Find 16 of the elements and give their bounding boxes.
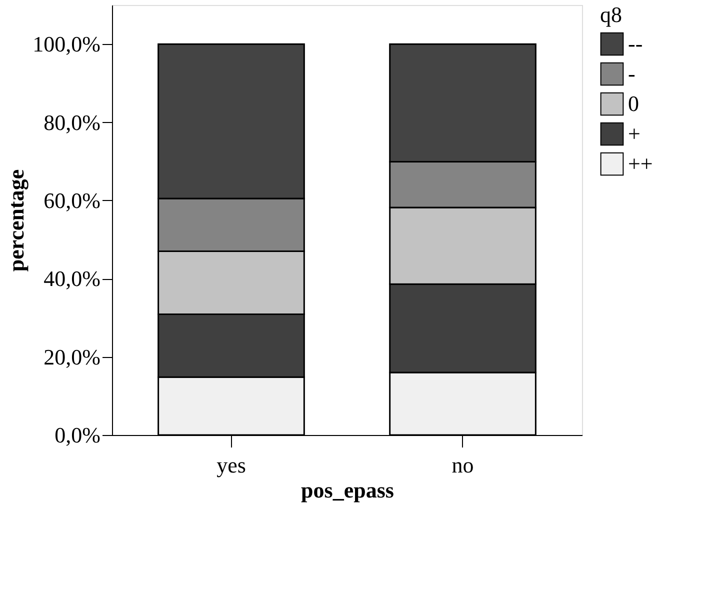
legend-label: ++ [628,151,653,176]
y-tick-label: 20,0% [44,344,100,370]
y-tick-label: 0,0% [54,422,100,448]
legend-title: q8 [600,2,622,27]
x-tick-label: no [452,452,474,478]
y-tick-label: 100,0% [32,32,100,57]
legend-label: - [628,61,636,86]
y-tick-label: 40,0% [44,266,100,292]
x-tick-label: yes [216,452,246,478]
y-tick-label: 80,0% [44,110,100,135]
legend-label: + [628,121,640,146]
x-axis-title: pos_epass [301,478,394,502]
y-axis-title: percentage [4,169,29,272]
legend-label: -- [628,31,643,56]
y-tick-label: 60,0% [44,188,100,213]
legend-label: 0 [628,91,639,116]
